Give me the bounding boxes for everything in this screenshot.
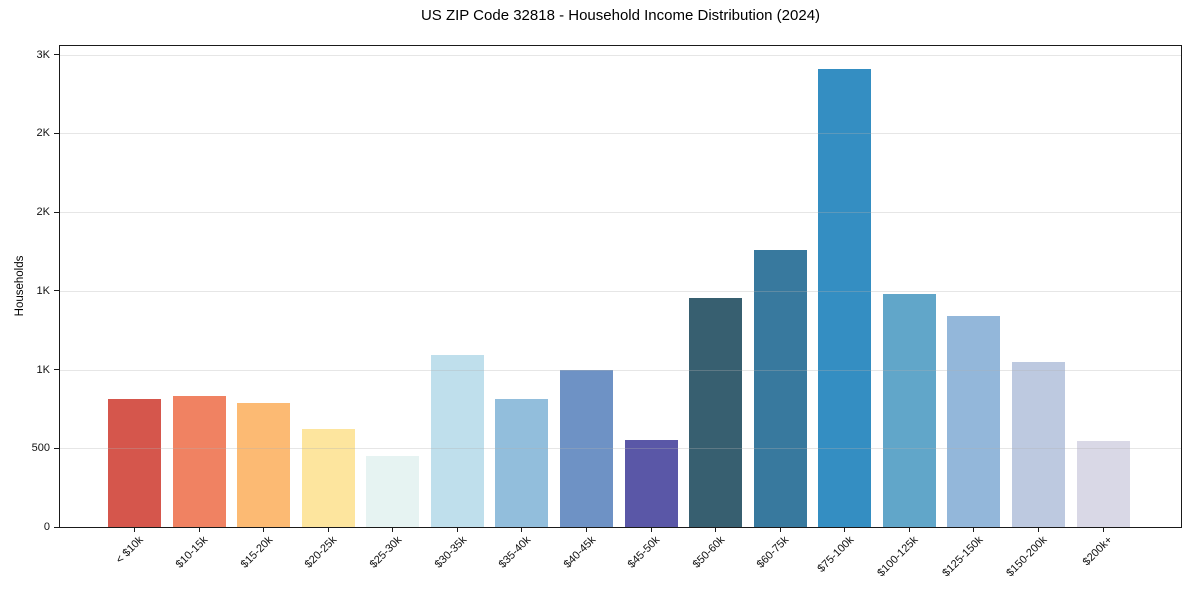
bar-4	[301, 428, 355, 527]
gridline	[60, 54, 1181, 56]
x-tick-label: $150-200k	[1004, 534, 1050, 580]
x-tick-label: $30-35k	[432, 534, 469, 571]
y-tick-mark	[54, 526, 59, 528]
x-tick-mark	[198, 528, 200, 532]
bar-11	[753, 249, 807, 527]
y-tick-mark	[54, 211, 59, 213]
y-tick-label: 500	[31, 442, 50, 455]
bar-2	[172, 396, 226, 527]
x-tick-label: $60-75k	[755, 534, 792, 571]
x-tick-label: $20-25k	[303, 534, 340, 571]
bar-15	[1011, 362, 1065, 527]
x-tick-label: $50-60k	[690, 534, 728, 571]
y-tick-mark	[54, 447, 59, 449]
y-tick-mark	[54, 369, 59, 371]
bar-3	[237, 403, 291, 527]
x-tick-label: $75-100k	[815, 534, 857, 575]
x-tick-mark	[973, 528, 975, 532]
x-tick-mark	[392, 528, 394, 532]
x-tick-label: $25-30k	[367, 534, 405, 571]
x-tick-label: $35-40k	[496, 534, 534, 571]
x-tick-label: $10-15k	[173, 534, 211, 571]
bar-14	[947, 316, 1001, 527]
bar-7	[495, 399, 549, 527]
bar-1	[108, 398, 161, 527]
bar-8	[559, 370, 613, 527]
bar-5	[366, 456, 420, 527]
x-tick-label: $15-20k	[238, 534, 276, 571]
bar-9	[624, 440, 678, 527]
gridline	[60, 212, 1181, 214]
chart-title: US ZIP Code 32818 - Household Income Dis…	[420, 7, 821, 24]
y-tick-label: 1K	[36, 363, 50, 376]
x-tick-label: $125-150k	[940, 534, 986, 580]
plot-area	[59, 45, 1182, 528]
x-tick-label: $40-45k	[561, 534, 598, 571]
y-tick-mark	[54, 54, 59, 56]
bar-10	[689, 297, 743, 527]
y-tick-label: 2K	[36, 127, 50, 140]
x-tick-mark	[521, 528, 523, 532]
x-tick-label: $100-125k	[875, 534, 921, 580]
x-tick-mark	[779, 528, 781, 532]
y-tick-mark	[54, 132, 59, 134]
gridline	[60, 290, 1181, 292]
y-tick-label: 0	[43, 521, 50, 533]
bar-12	[818, 68, 872, 527]
bar-6	[430, 354, 484, 527]
x-tick-mark	[1037, 528, 1039, 532]
gridline	[60, 133, 1181, 135]
y-tick-mark	[54, 290, 59, 292]
y-tick-label: 2K	[36, 206, 50, 219]
bar-13	[882, 293, 936, 527]
x-tick-mark	[134, 528, 135, 532]
x-tick-label: $45-50k	[625, 534, 663, 571]
x-tick-label: $200k+	[1080, 534, 1115, 569]
y-tick-label: 3K	[36, 48, 50, 61]
x-tick-mark	[844, 528, 846, 532]
x-tick-mark	[456, 528, 458, 532]
y-tick-label: 1K	[36, 284, 50, 297]
x-tick-mark	[1102, 528, 1104, 532]
x-tick-mark	[715, 528, 717, 532]
bar-16	[1076, 441, 1130, 527]
x-tick-mark	[263, 528, 265, 532]
x-tick-mark	[650, 528, 652, 532]
x-tick-mark	[908, 528, 910, 532]
x-tick-mark	[327, 528, 329, 532]
x-tick-mark	[585, 528, 587, 532]
x-tick-label: < $10k	[113, 534, 146, 567]
